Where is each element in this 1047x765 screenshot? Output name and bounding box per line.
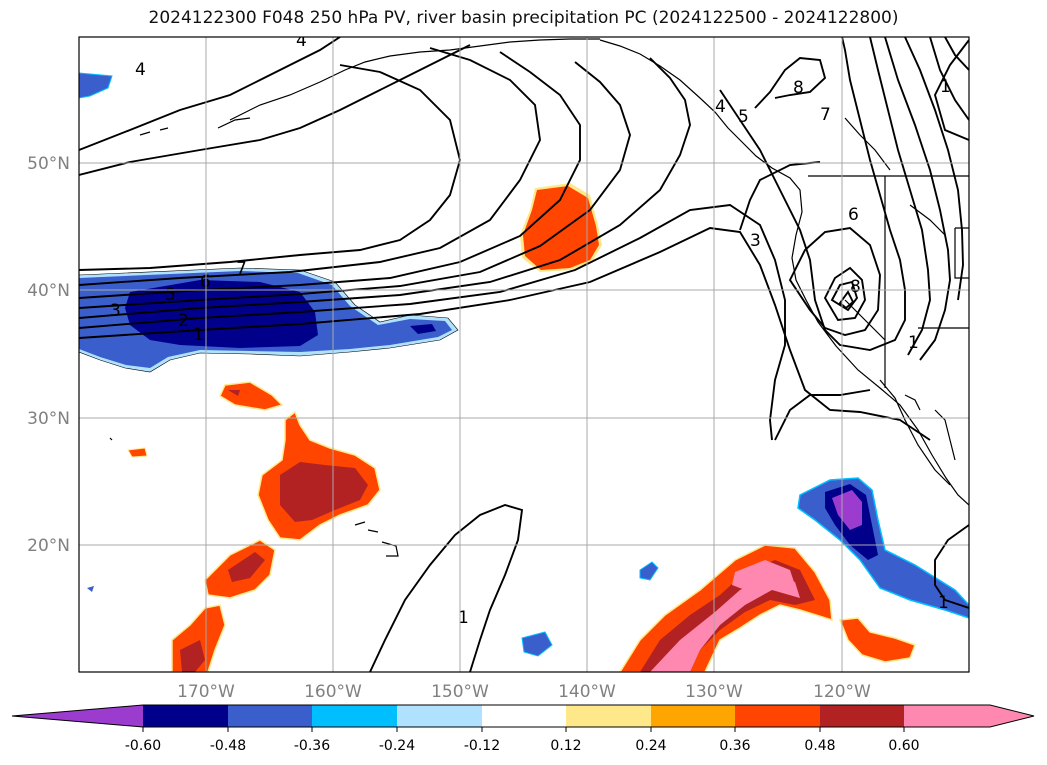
contour-label-19: 1 bbox=[458, 608, 469, 628]
positive-anomaly-central bbox=[127, 381, 381, 672]
colorbar-segment bbox=[228, 705, 312, 727]
colorbar-tick-label: 0.24 bbox=[635, 738, 666, 754]
lon-label-130w: 130°W bbox=[685, 682, 743, 702]
negative-anomaly-west bbox=[79, 72, 459, 373]
figure-title: 2024122300 F048 250 hPa PV, river basin … bbox=[148, 8, 899, 28]
lat-label-50n: 50°N bbox=[27, 154, 70, 174]
contour-label-3: 7 bbox=[236, 259, 247, 279]
colorbar-tick-label: 0.36 bbox=[719, 738, 750, 754]
contour-label-16: 8 bbox=[850, 277, 861, 297]
colorbar-extend-min bbox=[12, 705, 143, 727]
colorbar-tick-labels: -0.60 -0.48 -0.36 -0.24 -0.12 0.12 0.24 … bbox=[125, 738, 920, 754]
map-frame bbox=[78, 36, 970, 673]
contour-label-1: 4 bbox=[135, 60, 146, 80]
lat-label-30n: 30°N bbox=[27, 409, 70, 429]
colorbar-segment bbox=[482, 705, 566, 727]
lon-label-140w: 140°W bbox=[558, 682, 616, 702]
contour-label-15: 3 bbox=[750, 231, 761, 251]
colorbar-segment bbox=[397, 705, 482, 727]
colorbar-segment bbox=[735, 705, 820, 727]
contour-label-10: 5 bbox=[738, 107, 749, 127]
colorbar-segment bbox=[820, 705, 904, 727]
colorbar-tick-label: -0.48 bbox=[210, 738, 246, 754]
contour-label-8: 1 bbox=[193, 325, 204, 345]
latitude-labels: 50°N 40°N 30°N 20°N bbox=[27, 154, 70, 556]
colorbar-tick-label: -0.12 bbox=[464, 738, 500, 754]
colorbar-tick-label: 0.60 bbox=[888, 738, 919, 754]
contour-label-4: 6 bbox=[200, 272, 211, 292]
contour-label-13: 1 bbox=[940, 77, 951, 97]
contour-label-7: 2 bbox=[178, 311, 189, 331]
contour-label-12: 7 bbox=[820, 105, 831, 125]
lon-label-150w: 150°W bbox=[431, 682, 489, 702]
colorbar-tick-label: 0.12 bbox=[550, 738, 581, 754]
colorbar-tick-label: -0.36 bbox=[294, 738, 330, 754]
lat-label-20n: 20°N bbox=[27, 536, 70, 556]
colorbar-tick-label: 0.48 bbox=[804, 738, 835, 754]
contour-labels: 4 4 7 6 5 3 2 1 4 5 8 7 1 6 3 8 1 1 1 bbox=[110, 31, 951, 628]
pv-contours bbox=[79, 37, 969, 672]
lon-label-120w: 120°W bbox=[813, 682, 871, 702]
longitude-labels: 170°W 160°W 150°W 140°W 130°W 120°W bbox=[177, 682, 871, 702]
lat-label-40n: 40°N bbox=[27, 281, 70, 301]
colorbar-segment bbox=[143, 705, 228, 727]
negative-anomaly-east bbox=[87, 477, 969, 657]
contour-label-18: 1 bbox=[938, 593, 949, 613]
colorbar-tick-label: -0.60 bbox=[125, 738, 161, 754]
colorbar-tick-label: -0.24 bbox=[379, 738, 415, 754]
colorbar-extend-max bbox=[904, 705, 1034, 727]
contour-label-14: 6 bbox=[848, 205, 859, 225]
map-content: 4 4 7 6 5 3 2 1 4 5 8 7 1 6 3 8 1 1 1 bbox=[79, 31, 969, 672]
colorbar-segment bbox=[312, 705, 397, 727]
colorbar-segment bbox=[566, 705, 651, 727]
contour-label-5: 5 bbox=[165, 285, 176, 305]
contour-label-17: 1 bbox=[908, 333, 919, 353]
contour-label-9: 4 bbox=[715, 97, 726, 117]
positive-anomaly-south bbox=[619, 544, 916, 672]
lon-label-170w: 170°W bbox=[177, 682, 235, 702]
contour-label-6: 3 bbox=[110, 301, 121, 321]
contour-label-11: 8 bbox=[793, 78, 804, 98]
lon-label-160w: 160°W bbox=[304, 682, 362, 702]
colorbar-segment bbox=[651, 705, 735, 727]
map-gridlines bbox=[79, 37, 969, 672]
contour-label-2: 4 bbox=[296, 31, 307, 51]
colorbar: -0.60 -0.48 -0.36 -0.24 -0.12 0.12 0.24 … bbox=[11, 704, 1035, 754]
colorbar-ticks bbox=[142, 727, 905, 732]
